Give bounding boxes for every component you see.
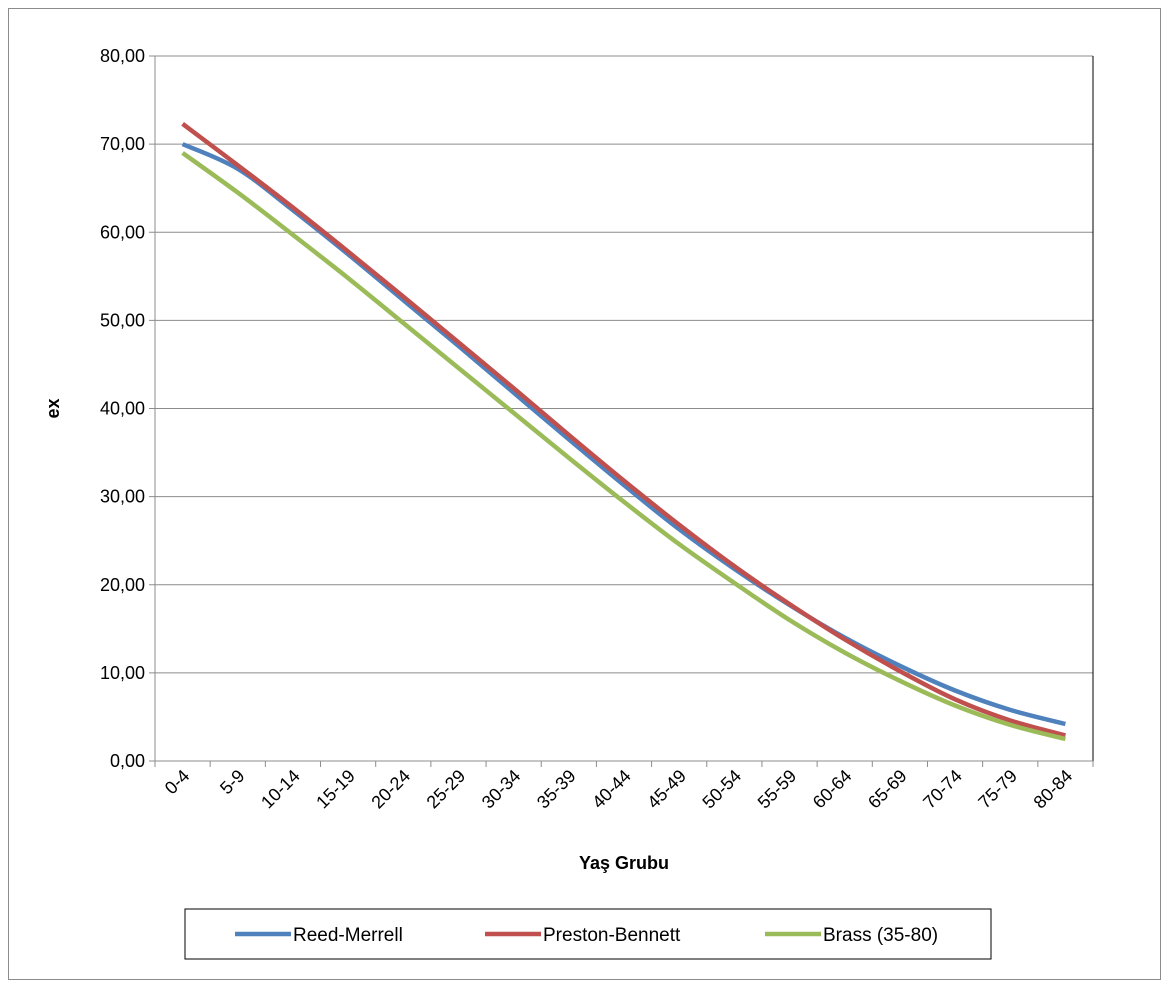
y-tick-label: 0,00	[110, 751, 145, 771]
y-tick-label: 10,00	[100, 663, 145, 683]
series-line-preston-bennett	[181, 122, 1066, 738]
x-tick-label: 70-74	[919, 766, 966, 813]
y-tick-label: 20,00	[100, 575, 145, 595]
x-tick-label: 45-49	[643, 766, 690, 813]
y-tick-label: 80,00	[100, 46, 145, 66]
legend-box	[184, 908, 992, 960]
series-lines	[181, 122, 1066, 742]
x-tick-label: 55-59	[754, 766, 801, 813]
x-tick-label: 35-39	[533, 766, 580, 813]
series-line-brass-35-80	[181, 151, 1066, 742]
gridlines	[155, 55, 1093, 674]
legend-label: Brass (35-80)	[823, 925, 938, 946]
series-line-reed-merrell	[181, 142, 1066, 727]
y-tick-label: 30,00	[100, 487, 145, 507]
x-tick-label: 10-14	[257, 766, 304, 813]
x-tick-label: 25-29	[423, 766, 470, 813]
tick-labels: 0,00 10,00 20,00 30,00 40,00 50,00 60,00 70,00 8…	[100, 46, 1076, 812]
legend-label: Reed-Merrell	[293, 925, 403, 946]
x-tick-label: 65-69	[864, 766, 911, 813]
chart-frame: 0,00 10,00 20,00 30,00 40,00 50,00 60,00 70,00 8…	[8, 8, 1161, 980]
x-tick-label: 40-44	[588, 766, 635, 813]
y-axis-title: ex	[43, 398, 63, 418]
x-tick-label: 80-84	[1030, 766, 1077, 813]
y-tick-label: 50,00	[100, 310, 145, 330]
x-tick-label: 50-54	[698, 766, 745, 813]
x-tick-label: 5-9	[216, 766, 249, 799]
x-tick-label: 60-64	[809, 766, 856, 813]
axes	[149, 55, 1094, 767]
y-tick-label: 70,00	[100, 134, 145, 154]
x-axis-title: Yaş Grubu	[579, 853, 669, 873]
x-tick-label: 30-34	[478, 766, 525, 813]
line-chart: 0,00 10,00 20,00 30,00 40,00 50,00 60,00 70,00 8…	[43, 46, 1094, 960]
legend-label: Preston-Bennett	[543, 925, 681, 946]
x-tick-label: 15-19	[312, 766, 359, 813]
y-tick-label: 60,00	[100, 222, 145, 242]
x-tick-label: 0-4	[161, 766, 194, 799]
y-tick-label: 40,00	[100, 399, 145, 419]
x-tick-label: 20-24	[367, 766, 414, 813]
legend: Reed-Merrell Preston-Bennett Brass (35-80)	[184, 908, 992, 960]
x-tick-label: 75-79	[974, 766, 1021, 813]
